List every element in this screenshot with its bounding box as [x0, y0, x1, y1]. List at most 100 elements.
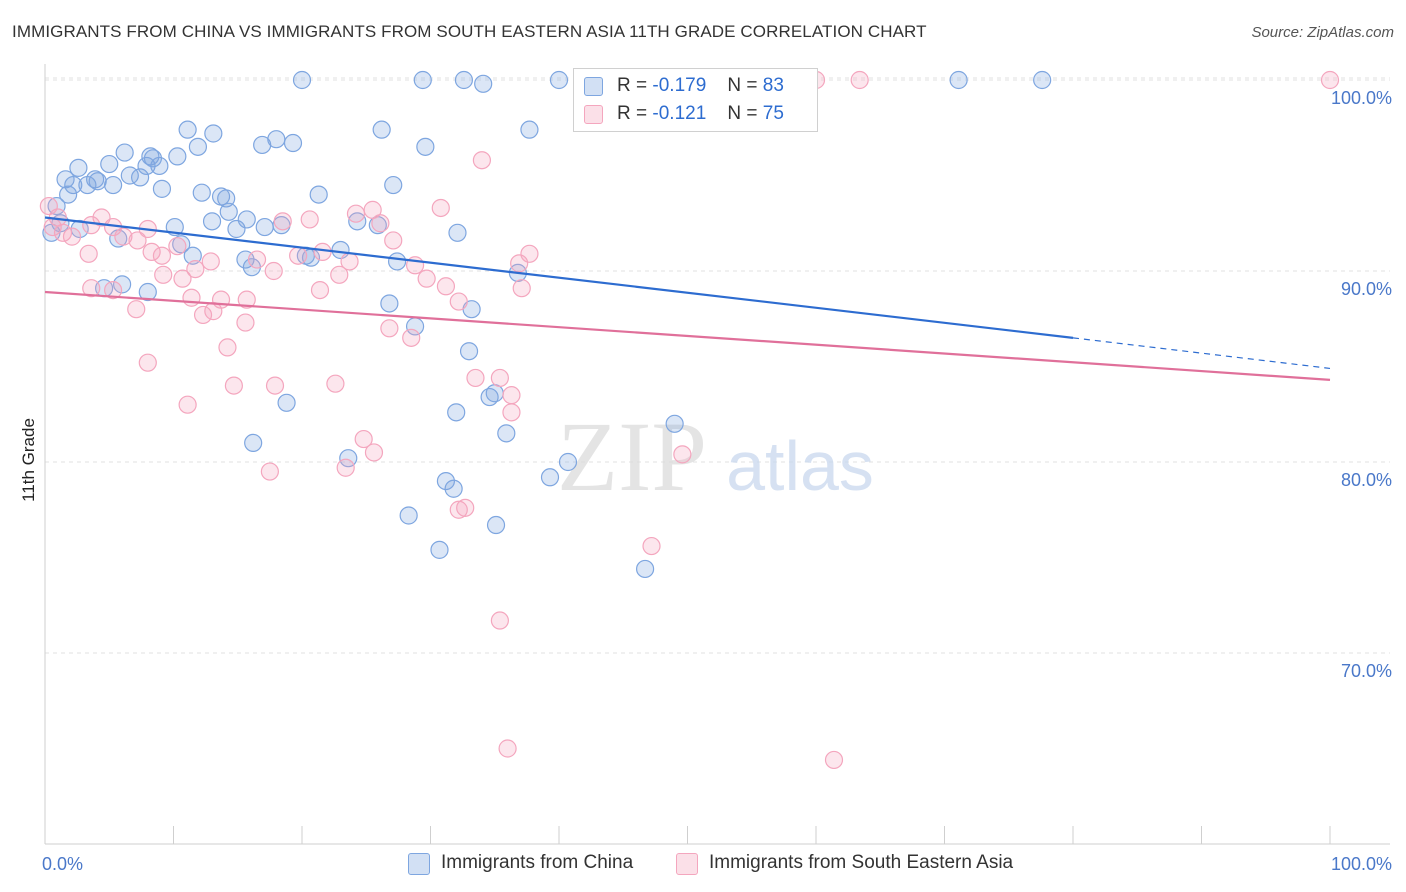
china-point: [59, 185, 78, 204]
chart-source: Source: ZipAtlas.com: [1251, 24, 1394, 41]
china-point: [540, 468, 560, 487]
china-point: [1033, 70, 1052, 90]
sea-point: [340, 252, 359, 271]
sea-point: [330, 265, 349, 284]
china-point: [949, 70, 968, 90]
china-point: [283, 133, 303, 153]
points-layer: [39, 70, 1340, 770]
china-point: [237, 210, 256, 229]
china-point: [486, 515, 506, 535]
bottom-legend-label-china: Immigrants from China: [441, 852, 634, 873]
sea-point: [247, 250, 267, 269]
sea-point: [82, 279, 101, 298]
legend-swatch-sea: [584, 105, 603, 124]
china-point: [497, 424, 516, 443]
china-point: [348, 212, 367, 231]
sea-point: [824, 750, 844, 770]
sea-point: [502, 403, 521, 422]
sea-point: [363, 200, 382, 219]
sea-point: [466, 368, 485, 388]
china-point: [413, 70, 432, 90]
sea-point: [673, 445, 692, 464]
sea-point: [62, 227, 82, 246]
sea-point: [128, 231, 147, 250]
sea-point: [218, 338, 237, 357]
china-point: [204, 124, 223, 143]
sea-point: [512, 279, 531, 298]
sea-point: [173, 269, 192, 288]
china-point: [635, 559, 655, 579]
legend-box: R = -0.179 N = 83 R = -0.121 N = 75: [573, 68, 818, 132]
china-point: [416, 137, 435, 156]
sea-point: [313, 242, 332, 261]
sea-point: [178, 395, 197, 414]
china-point: [178, 120, 197, 139]
china-point: [459, 342, 479, 361]
legend-r-label: R =: [617, 103, 648, 124]
china-point: [380, 294, 399, 313]
sea-point: [193, 305, 213, 325]
watermark-atlas: atlas: [726, 427, 874, 505]
sea-point: [237, 290, 256, 309]
legend-text-sea: R = -0.121 N = 75: [617, 103, 784, 125]
grid-layer: [45, 77, 1390, 654]
sea-point: [449, 500, 468, 519]
sea-point: [417, 269, 436, 288]
sea-point: [273, 212, 292, 231]
legend-r-value: -0.121: [652, 103, 707, 124]
chart-title: IMMIGRANTS FROM CHINA VS IMMIGRANTS FROM…: [12, 22, 927, 41]
sea-point: [127, 300, 146, 319]
china-point: [277, 393, 296, 412]
sea-point: [490, 368, 509, 388]
china-point: [143, 149, 163, 168]
sea-point: [168, 237, 187, 256]
china-point: [549, 70, 569, 90]
china-point: [267, 130, 286, 149]
china-point: [372, 120, 391, 139]
sea-point: [82, 216, 101, 235]
china-point: [448, 223, 467, 242]
china-trend-line: [44, 216, 1074, 339]
sea-point: [436, 277, 456, 296]
y-tick-label: 80.0%: [1341, 470, 1392, 490]
sea-point: [289, 246, 308, 265]
sea-point: [456, 498, 475, 517]
bottom-legend-swatch-sea: [676, 853, 698, 875]
china-point: [558, 452, 578, 472]
china-point: [138, 282, 157, 302]
legend-n-value: 83: [762, 75, 784, 96]
sea-point: [490, 611, 509, 630]
china-point: [86, 170, 105, 189]
china-point: [217, 189, 236, 208]
china-point: [399, 506, 418, 525]
sea-point: [224, 376, 243, 395]
sea-point: [326, 374, 345, 393]
china-point: [292, 70, 312, 90]
sea-point: [142, 242, 161, 261]
sea-point: [300, 210, 319, 229]
china-point: [485, 384, 504, 403]
china-point: [520, 120, 539, 139]
china-point: [183, 246, 202, 265]
sea-point: [104, 281, 123, 300]
sea-point: [154, 265, 173, 284]
china-point: [387, 252, 407, 271]
watermark: ZIP atlas: [557, 401, 874, 512]
china-point: [447, 403, 466, 422]
sea-point: [186, 259, 205, 279]
sea-point: [182, 288, 201, 307]
tick-labels: 100.0% 90.0% 80.0% 70.0% 0.0% 100.0%: [42, 88, 1392, 874]
y-tick-label: 70.0%: [1341, 661, 1392, 681]
china-point: [188, 137, 208, 156]
china-point: [88, 172, 107, 191]
sea-point: [364, 443, 384, 462]
sea-point: [850, 70, 869, 90]
sea-point: [264, 261, 283, 281]
china-point: [104, 175, 123, 195]
sea-point: [236, 313, 255, 332]
sea-point: [336, 458, 355, 477]
x-tick-label: 100.0%: [1331, 854, 1392, 874]
sea-point: [1320, 70, 1340, 90]
axes-layer: [44, 64, 1390, 845]
